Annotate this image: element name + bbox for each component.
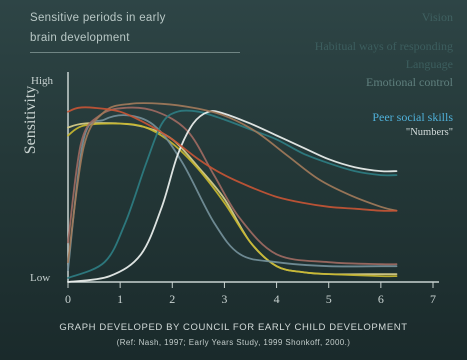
series-line-6 — [67, 110, 398, 283]
legend-peer-social-skills: Peer social skills — [372, 110, 453, 124]
legend-language: Language — [405, 57, 453, 71]
chart-title-line-1: Sensitive periods in early — [30, 12, 166, 24]
x-tick-label: 2 — [169, 292, 175, 306]
series-line-3 — [67, 114, 398, 271]
legend-emotional-control: Emotional control — [366, 75, 453, 89]
x-tick-label: 4 — [274, 292, 280, 306]
series-line-7 — [67, 102, 398, 264]
x-tick-label: 0 — [65, 292, 71, 306]
series-line-1 — [67, 122, 398, 276]
title-underline — [30, 52, 240, 53]
x-tick-label: 6 — [378, 292, 384, 306]
footer-reference: (Ref: Nash, 1997; Early Years Study, 199… — [116, 338, 351, 347]
legend-numbers: "Numbers" — [405, 127, 453, 138]
x-tick-label: 1 — [117, 292, 123, 306]
series-line-2 — [67, 122, 398, 278]
chart-title-line-2: brain development — [30, 32, 130, 44]
y-tick-high: High — [31, 75, 53, 87]
footer-credit: GRAPH DEVELOPED BY COUNCIL FOR EARLY CHI… — [59, 322, 408, 333]
series-line-5 — [67, 109, 398, 279]
x-tick-label: 7 — [430, 292, 436, 306]
series-line-4 — [67, 106, 398, 266]
series-line-8 — [67, 106, 398, 212]
x-tick-label: 5 — [326, 292, 332, 306]
x-tick-label: 3 — [221, 292, 227, 306]
y-tick-low: Low — [30, 272, 51, 284]
legend-habitual-ways: Habitual ways of responding — [314, 39, 453, 53]
legend-vision: Vision — [421, 10, 453, 24]
